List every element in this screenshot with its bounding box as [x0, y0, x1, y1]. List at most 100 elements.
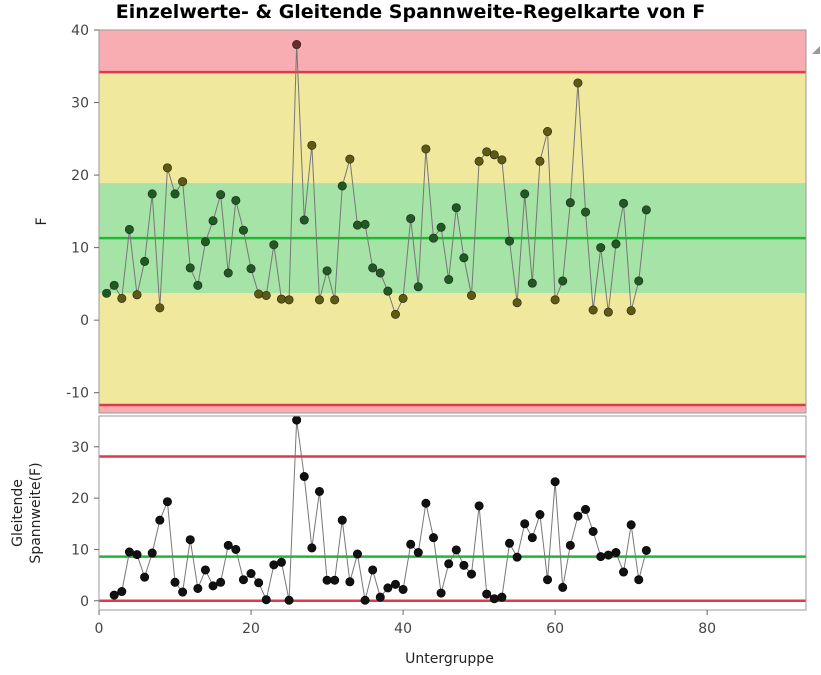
x-tick-label: 80: [698, 621, 716, 637]
moving-range-data-point: [573, 511, 583, 521]
individuals-data-point: [436, 222, 446, 232]
moving-range-data-point: [451, 545, 461, 555]
moving-range-y-tick-label: 20: [71, 491, 89, 507]
moving-range-data-point: [231, 544, 241, 554]
moving-range-data-point: [330, 575, 340, 585]
individuals-data-point: [588, 305, 598, 315]
individuals-y-axis-title: F: [34, 217, 50, 225]
moving-range-data-point: [619, 567, 629, 577]
individuals-data-point: [368, 263, 378, 273]
individuals-data-point: [543, 127, 553, 137]
individuals-data-point: [170, 189, 180, 199]
moving-range-data-point: [482, 589, 492, 599]
moving-range-data-point: [322, 575, 332, 585]
individuals-data-point: [322, 266, 332, 276]
x-tick-label: 40: [394, 621, 412, 637]
menu-triangle-icon: [812, 46, 820, 54]
individuals-data-point: [390, 309, 400, 319]
individuals-data-point: [185, 263, 195, 273]
individuals-data-point: [558, 276, 568, 286]
x-tick-label: 20: [242, 621, 260, 637]
chart-title: Einzelwerte- & Gleitende Spannweite-Rege…: [115, 1, 706, 23]
moving-range-data-point: [474, 501, 484, 511]
individuals-data-point: [406, 214, 416, 224]
moving-range-data-point: [208, 581, 218, 591]
individuals-data-point: [535, 156, 545, 166]
moving-range-data-point: [512, 552, 522, 562]
moving-range-data-point: [565, 540, 575, 550]
individuals-data-point: [619, 198, 629, 208]
moving-range-data-point: [611, 548, 621, 558]
moving-range-data-point: [200, 565, 210, 575]
moving-range-data-point: [505, 538, 515, 548]
moving-range-data-point: [641, 545, 651, 555]
individuals-data-point: [352, 220, 362, 230]
individuals-data-point: [611, 239, 621, 249]
individuals-data-point: [238, 225, 248, 235]
individuals-data-point: [520, 189, 530, 199]
moving-range-data-point: [109, 590, 119, 600]
individuals-data-point: [634, 276, 644, 286]
moving-range-data-point: [124, 547, 134, 557]
moving-range-data-point: [276, 557, 286, 567]
individuals-data-point: [467, 290, 477, 300]
moving-range-data-point: [527, 533, 537, 543]
moving-range-y-tick-label: 10: [71, 542, 89, 558]
moving-range-data-point: [299, 472, 309, 482]
individuals-data-point: [216, 190, 226, 200]
individuals-data-point: [527, 278, 537, 288]
moving-range-data-point: [368, 565, 378, 575]
moving-range-y-tick-label: 0: [80, 594, 89, 610]
individuals-data-point: [565, 198, 575, 208]
moving-range-data-point: [170, 577, 180, 587]
individuals-data-point: [299, 215, 309, 225]
moving-range-data-point: [337, 515, 347, 525]
moving-range-data-point: [558, 582, 568, 592]
moving-range-data-point: [147, 548, 157, 558]
moving-range-data-point: [140, 572, 150, 582]
individuals-data-point: [147, 189, 157, 199]
individuals-y-tick-label: 20: [71, 168, 89, 184]
moving-range-data-point: [406, 539, 416, 549]
individuals-data-point: [383, 286, 393, 296]
individuals-plot-frame: [98, 29, 807, 414]
moving-range-data-point: [185, 535, 195, 545]
individuals-data-point: [261, 290, 271, 300]
moving-range-plot-frame: [98, 415, 807, 611]
individuals-data-point: [178, 177, 188, 187]
individuals-data-point: [231, 195, 241, 205]
individuals-data-point: [398, 293, 408, 303]
moving-range-data-point: [588, 526, 598, 536]
moving-range-data-point: [444, 559, 454, 569]
individuals-data-point: [193, 280, 203, 290]
moving-range-data-point: [626, 520, 636, 530]
individuals-data-point: [208, 216, 218, 226]
moving-range-data-point: [117, 587, 127, 597]
individuals-data-point: [284, 295, 294, 305]
individuals-data-point: [497, 155, 507, 165]
moving-range-data-point: [193, 583, 203, 593]
moving-range-data-point: [292, 415, 302, 425]
individuals-data-point: [603, 307, 613, 317]
individuals-data-point: [117, 293, 127, 303]
individuals-data-point: [459, 253, 469, 263]
moving-range-data-point: [261, 595, 271, 605]
moving-range-y-tick-label: 30: [71, 440, 89, 456]
individuals-data-point: [132, 290, 142, 300]
individuals-data-point: [360, 219, 370, 229]
moving-range-plot-area: [99, 416, 806, 610]
individuals-data-point: [124, 224, 134, 234]
moving-range-data-point: [459, 560, 469, 570]
x-tick-label: 0: [95, 621, 104, 637]
individuals-data-point: [428, 233, 438, 243]
individuals-data-point: [246, 264, 256, 274]
moving-range-data-point: [436, 588, 446, 598]
individuals-data-point: [489, 150, 499, 160]
individuals-zone-band: [99, 30, 806, 73]
moving-range-data-point: [383, 583, 393, 593]
individuals-data-point: [162, 163, 172, 173]
moving-range-data-point: [314, 486, 324, 496]
moving-range-data-point: [132, 550, 142, 560]
moving-range-data-point: [216, 577, 226, 587]
